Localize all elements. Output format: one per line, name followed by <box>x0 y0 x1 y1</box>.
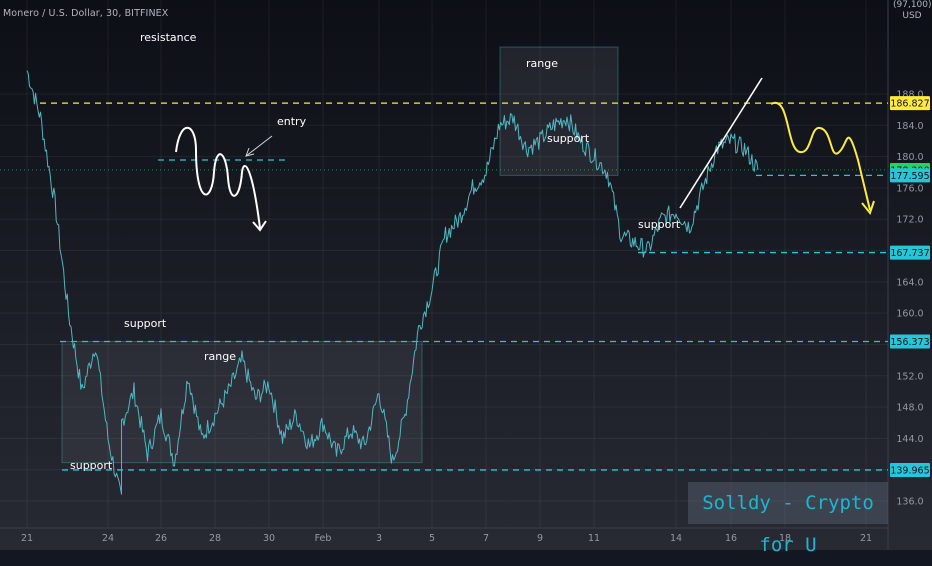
x-tick-label: 26 <box>155 533 167 544</box>
price-series-line <box>26 70 759 495</box>
price-tag-label: 186.827 <box>890 99 929 110</box>
support-label-lower: support <box>70 459 113 472</box>
resistance-label: resistance <box>140 31 197 44</box>
price-tag-label: 156.373 <box>890 337 929 348</box>
y-tick-label: 172.0 <box>896 215 923 226</box>
grid <box>0 0 888 528</box>
y-tick-label: 148.0 <box>896 403 923 414</box>
currency-label: (97,100) USD <box>893 0 932 22</box>
price-tag-label: 177.595 <box>890 171 929 182</box>
x-tick-label: Feb <box>315 533 332 544</box>
chart-background <box>0 0 932 550</box>
x-tick-label: 21 <box>860 533 872 544</box>
price-tag-label: 167.737 <box>890 248 929 259</box>
x-tick-label: 11 <box>588 533 600 544</box>
support-label-upper: support <box>124 317 167 330</box>
y-tick-label: 136.0 <box>896 497 923 508</box>
y-tick-label: 184.0 <box>896 121 923 132</box>
x-tick-label: 14 <box>670 533 682 544</box>
symbol-header: Monero / U.S. Dollar, 30, BITFINEX <box>3 8 169 19</box>
y-tick-label: 180.0 <box>896 152 923 163</box>
y-tick-label: 160.0 <box>896 309 923 320</box>
price-tag-label: 139.965 <box>890 465 929 476</box>
projection-curve <box>770 101 871 211</box>
support-label-bottom-right: support <box>638 218 681 231</box>
brand-watermark: Solldy - Crypto for U <box>688 482 888 556</box>
y-tick-label: 188.0 <box>896 89 923 100</box>
price-tag <box>890 168 930 183</box>
currency-line-2: USD <box>902 11 922 21</box>
x-tick-label: 24 <box>102 533 114 544</box>
y-tick-label: 176.0 <box>896 183 923 194</box>
entry-wave-arrowhead <box>252 220 267 232</box>
x-tick-label: 3 <box>376 533 382 544</box>
y-tick-label: 164.0 <box>896 277 923 288</box>
range-box-right <box>499 46 619 176</box>
x-tick-label: 18 <box>779 533 791 544</box>
x-tick-label: 30 <box>263 533 275 544</box>
trendline <box>679 77 763 209</box>
range-box-left <box>61 341 423 464</box>
x-tick-label: 21 <box>21 533 33 544</box>
price-tag <box>890 245 930 260</box>
currency-line-1: (97,100) <box>893 0 932 10</box>
price-chart[interactable]: 136.0140.0144.0148.0152.0156.0160.0164.0… <box>0 0 932 550</box>
projection-arrowhead <box>861 200 875 216</box>
range-label-right: range <box>526 57 558 70</box>
price-tag <box>890 334 930 349</box>
x-tick-label: 9 <box>537 533 543 544</box>
entry-pointer-head <box>245 147 255 157</box>
price-tag <box>890 96 930 111</box>
entry-pointer <box>245 135 273 157</box>
x-tick-label: 5 <box>429 533 435 544</box>
support-label-right: support <box>547 132 590 145</box>
range-label-left: range <box>204 350 236 363</box>
x-tick-label: 7 <box>483 533 489 544</box>
y-tick-label: 152.0 <box>896 371 923 382</box>
price-tag <box>890 462 930 477</box>
y-tick-label: 144.0 <box>896 434 923 445</box>
x-tick-label: 16 <box>725 533 737 544</box>
entry-wave-sketch <box>175 126 261 229</box>
x-tick-label: 28 <box>209 533 221 544</box>
entry-label: entry <box>277 115 307 128</box>
